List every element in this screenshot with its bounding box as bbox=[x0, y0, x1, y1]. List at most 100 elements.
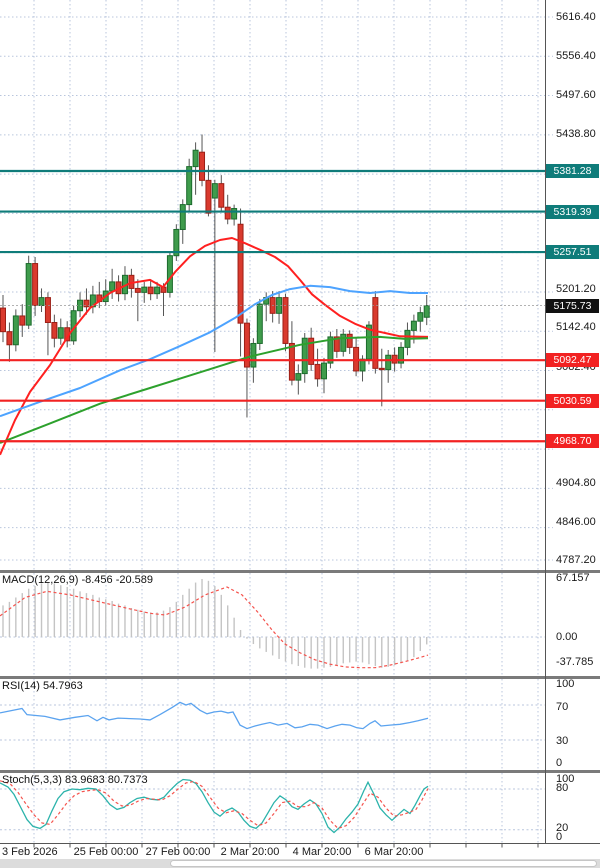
macd-histogram-bar bbox=[393, 637, 396, 666]
macd-histogram-bar bbox=[259, 637, 261, 649]
macd-histogram-bar bbox=[47, 582, 49, 637]
macd-histogram-bar bbox=[72, 588, 75, 637]
candle-bearish bbox=[288, 342, 295, 381]
scrollbar-thumb[interactable] bbox=[170, 860, 597, 867]
candle-bullish bbox=[179, 204, 186, 230]
price-axis-label: 70 bbox=[556, 701, 569, 713]
macd-signal-line bbox=[0, 586, 429, 669]
candle-bearish bbox=[224, 206, 231, 220]
price-axis-label: 80 bbox=[556, 782, 569, 794]
price-axis-label: 100 bbox=[556, 773, 575, 785]
candle-bearish bbox=[44, 297, 51, 323]
candle-bullish bbox=[231, 208, 238, 220]
price-axis-label: 5556.40 bbox=[556, 50, 596, 62]
macd-histogram-bar bbox=[21, 593, 23, 637]
current-price-badge: 5175.73 bbox=[546, 299, 599, 313]
macd-histogram-bar bbox=[92, 594, 94, 637]
price-axis-label: 0 bbox=[556, 831, 563, 843]
candle-bearish bbox=[372, 297, 379, 369]
ma-mid-blue[interactable] bbox=[0, 284, 428, 418]
price-axis-label: -37.785 bbox=[556, 656, 594, 668]
panel-separator[interactable] bbox=[0, 770, 600, 773]
macd-histogram-bar bbox=[336, 637, 338, 666]
macd-histogram-bar bbox=[291, 637, 293, 665]
candle-bearish bbox=[346, 333, 353, 348]
candle-bearish bbox=[237, 223, 244, 324]
macd-histogram-bar bbox=[323, 637, 325, 668]
macd-histogram-bar bbox=[53, 583, 56, 637]
candle-bullish bbox=[385, 354, 392, 371]
price-axis-label: 5438.80 bbox=[556, 128, 596, 140]
candle-bullish bbox=[327, 336, 334, 364]
candle-bearish bbox=[32, 263, 39, 306]
time-axis-label: 4 Mar 20:00 bbox=[292, 846, 352, 858]
support-price-badge: 4968.70 bbox=[546, 434, 599, 448]
resistance-price-badge: 5381.28 bbox=[546, 164, 599, 178]
candle-bearish bbox=[51, 321, 58, 339]
macd-histogram-bar bbox=[169, 607, 171, 637]
macd-histogram-bar bbox=[15, 597, 17, 637]
candle-bullish bbox=[211, 183, 218, 199]
candle-bearish bbox=[83, 299, 90, 308]
macd-histogram-bar bbox=[271, 637, 274, 656]
macd-histogram-bar bbox=[79, 591, 81, 637]
macd-histogram-bar bbox=[8, 601, 11, 637]
macd-histogram-bar bbox=[201, 579, 203, 637]
macd-histogram-bar bbox=[111, 601, 113, 637]
support-price-badge: 5030.59 bbox=[546, 394, 599, 408]
candle-bearish bbox=[6, 331, 13, 346]
candle-bearish bbox=[199, 151, 206, 181]
price-axis-label: 0.00 bbox=[556, 631, 578, 643]
candle-bullish bbox=[25, 263, 32, 326]
macd-histogram-bar bbox=[149, 612, 152, 637]
macd-histogram-bar bbox=[227, 605, 229, 637]
panel-separator[interactable] bbox=[0, 676, 600, 679]
macd-histogram-bar bbox=[233, 617, 235, 637]
candle-bullish bbox=[301, 337, 308, 375]
macd-histogram-bar bbox=[265, 637, 267, 652]
horizontal-scrollbar[interactable] bbox=[0, 859, 600, 868]
time-axis-label: 6 Mar 20:00 bbox=[364, 846, 424, 858]
macd-histogram-bar bbox=[194, 582, 197, 637]
candle-bullish bbox=[186, 166, 193, 206]
candle-bullish bbox=[423, 305, 430, 318]
candle-bearish bbox=[19, 315, 26, 326]
price-axis-label: 30 bbox=[556, 735, 569, 747]
macd-indicator-label: MACD(12,26,9) -8.456 -20.589 bbox=[2, 574, 154, 586]
macd-histogram-bar bbox=[426, 637, 428, 645]
price-axis-label: 100 bbox=[556, 678, 575, 690]
macd-histogram-bar bbox=[214, 586, 216, 637]
price-axis-label: 5616.40 bbox=[556, 11, 596, 23]
macd-histogram-bar bbox=[182, 594, 184, 637]
ma-slow-green[interactable] bbox=[0, 335, 429, 444]
support-price-badge: 5092.47 bbox=[546, 353, 599, 367]
price-axis-label: 4846.00 bbox=[556, 516, 596, 528]
macd-histogram-bar bbox=[419, 637, 421, 652]
macd-histogram-bar bbox=[85, 593, 88, 637]
macd-histogram-bar bbox=[413, 637, 415, 658]
stoch-indicator-label: Stoch(5,3,3) 83.9683 80.7373 bbox=[2, 774, 148, 786]
price-axis-label: 5201.20 bbox=[556, 283, 596, 295]
macd-histogram-bar bbox=[156, 612, 158, 637]
candle-bullish bbox=[192, 149, 199, 168]
panel-separator[interactable] bbox=[0, 570, 600, 573]
candle-bearish bbox=[147, 286, 154, 295]
macd-histogram-bar bbox=[175, 601, 178, 637]
macd-histogram-bar bbox=[348, 637, 351, 663]
candle-bearish bbox=[314, 363, 321, 380]
macd-histogram-bar bbox=[137, 609, 139, 637]
candle-bullish bbox=[295, 373, 302, 381]
macd-histogram-bar bbox=[2, 605, 4, 637]
price-axis-label: 67.157 bbox=[556, 572, 590, 584]
macd-histogram-bar bbox=[188, 588, 190, 637]
candle-bearish bbox=[134, 287, 141, 293]
ma-fast-red[interactable] bbox=[0, 237, 429, 456]
macd-histogram-bar bbox=[27, 588, 30, 637]
macd-histogram-bar bbox=[400, 637, 402, 664]
time-axis-label: 2 Mar 20:00 bbox=[220, 846, 280, 858]
stoch-d-line bbox=[0, 780, 429, 830]
candle-bullish bbox=[38, 297, 45, 306]
macd-histogram-bar bbox=[304, 637, 306, 668]
macd-histogram-bar bbox=[310, 637, 312, 669]
